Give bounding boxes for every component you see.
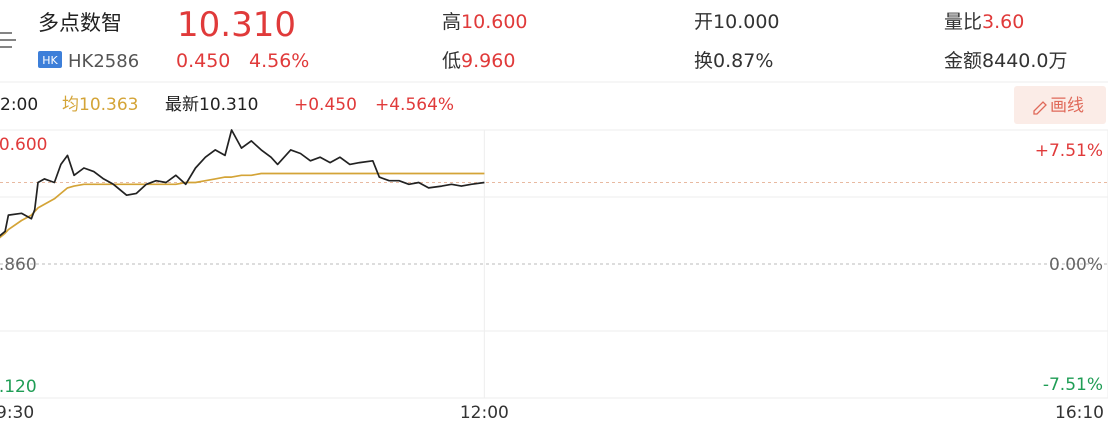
stock-price: 10.310 <box>177 5 296 45</box>
market-badge <box>38 51 62 68</box>
stat: 量比3.60 <box>944 11 1024 33</box>
stat-label: 高 <box>442 11 461 33</box>
change-pct-info: +4.564% <box>375 95 454 115</box>
price-line <box>0 172 485 239</box>
stat-label: 换 <box>694 50 713 72</box>
price-change: 0.450 <box>176 50 230 72</box>
pencil-icon <box>1033 101 1047 115</box>
stat: 开10.000 <box>694 11 780 33</box>
latest-info: 最新10.310 <box>165 95 258 115</box>
y-tick-label: 10.600 <box>0 135 47 155</box>
avg-info: 均10.363 <box>62 95 138 115</box>
stat-value: 3.60 <box>982 11 1024 33</box>
avg-value: 10.363 <box>79 95 138 115</box>
draw-button[interactable]: 画线 <box>1014 86 1106 124</box>
stat: 高10.600 <box>442 11 528 33</box>
stat: 金额8440.0万 <box>944 50 1068 72</box>
y2-tick-label: 0.00% <box>1049 255 1103 275</box>
stat-value: 9.960 <box>461 50 515 72</box>
stat-value: 10.600 <box>461 11 527 33</box>
x-tick-label: 12:00 <box>460 403 509 423</box>
y2-tick-label: -7.51% <box>1043 375 1103 395</box>
price-line <box>0 129 485 237</box>
stock-name: 多点数智 <box>38 11 122 35</box>
stat-value: 10.000 <box>713 11 779 33</box>
x-tick-label: 9:30 <box>0 403 34 423</box>
price-change-pct: 4.56% <box>249 50 309 72</box>
chart: 10.600 9.860 9.120 +7.51% 0.00% -7.51% 9:30 12:… <box>0 129 1108 423</box>
y-tick-label: 9.860 <box>0 255 37 275</box>
y2-tick-label: +7.51% <box>1035 141 1103 161</box>
stock-code: HK2586 <box>68 51 139 72</box>
latest-label: 最新 <box>165 95 199 115</box>
avg-label: 均 <box>62 95 79 115</box>
latest-value: 10.310 <box>199 95 258 115</box>
stat-value: 8440.0万 <box>982 50 1067 72</box>
stat-label: 金额 <box>944 50 982 72</box>
chart-time: 2:00 <box>0 95 38 115</box>
stat-label: 量比 <box>944 11 982 33</box>
stat: 低9.960 <box>442 50 515 72</box>
y-tick-label: 9.120 <box>0 377 37 397</box>
button-label: 画线 <box>1050 96 1084 116</box>
stat-label: 低 <box>442 50 461 72</box>
market-label: HK <box>42 54 58 67</box>
x-tick-label: 16:10 <box>1055 403 1104 423</box>
menu-icon[interactable] <box>0 32 16 48</box>
stat-label: 开 <box>694 11 713 33</box>
stat: 换0.87% <box>694 50 773 72</box>
stat-value: 0.87% <box>713 50 773 72</box>
change-info: +0.450 <box>294 95 357 115</box>
